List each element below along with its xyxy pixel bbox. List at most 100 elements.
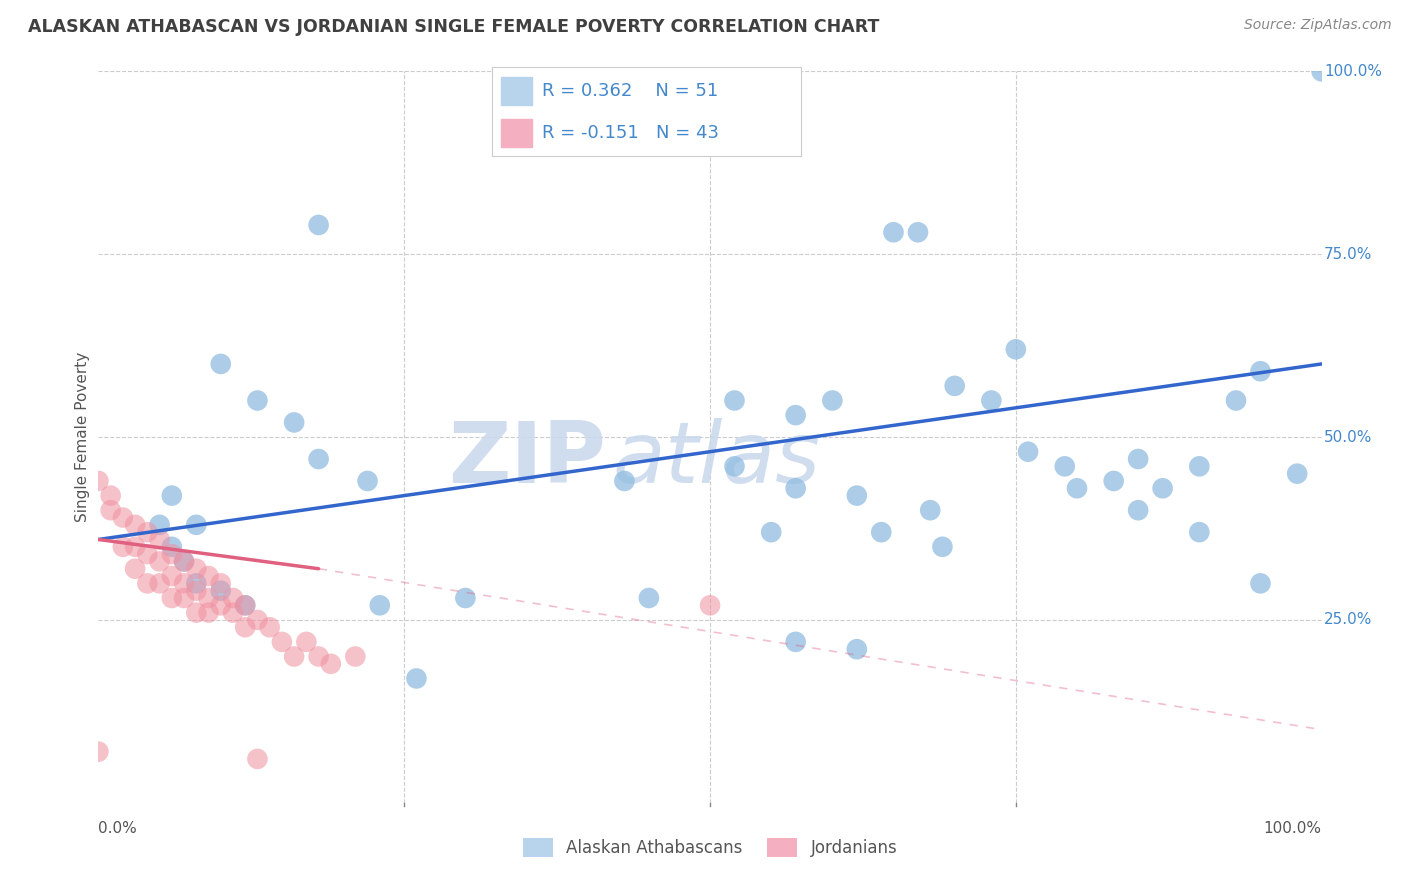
Point — [308, 649, 330, 664]
Point — [209, 599, 232, 613]
Point — [173, 576, 195, 591]
Point — [1188, 459, 1211, 474]
Point — [209, 576, 232, 591]
Point — [173, 554, 195, 568]
Point — [197, 591, 219, 605]
Point — [283, 416, 305, 430]
Bar — [502, 119, 533, 147]
Text: 100.0%: 100.0% — [1264, 821, 1322, 836]
Point — [1286, 467, 1309, 481]
Text: 0.0%: 0.0% — [98, 821, 138, 836]
Point — [246, 613, 269, 627]
Point — [1053, 459, 1076, 474]
Point — [761, 525, 783, 540]
Point — [270, 635, 294, 649]
Point — [785, 481, 807, 495]
Text: ZIP: ZIP — [449, 417, 606, 500]
Point — [124, 540, 146, 554]
Point — [259, 620, 281, 634]
Point — [160, 489, 183, 503]
Bar — [502, 77, 533, 105]
Point — [222, 591, 245, 605]
Point — [454, 591, 477, 605]
Point — [233, 599, 256, 613]
Point — [222, 606, 245, 620]
Point — [821, 393, 844, 408]
Point — [1152, 481, 1174, 495]
Point — [405, 672, 427, 686]
Point — [1249, 576, 1271, 591]
Text: R = 0.362    N = 51: R = 0.362 N = 51 — [541, 82, 718, 100]
Point — [160, 569, 183, 583]
Point — [124, 517, 146, 532]
Point — [160, 591, 183, 605]
Point — [197, 569, 219, 583]
Point — [87, 474, 110, 488]
Point — [870, 525, 893, 540]
Point — [637, 591, 661, 605]
Point — [980, 393, 1002, 408]
Legend: Alaskan Athabascans, Jordanians: Alaskan Athabascans, Jordanians — [516, 831, 904, 864]
Point — [920, 503, 942, 517]
Point — [650, 87, 672, 101]
Point — [136, 547, 159, 561]
Point — [160, 540, 183, 554]
Point — [785, 408, 807, 422]
Point — [124, 562, 146, 576]
Point — [943, 379, 966, 393]
Point — [785, 635, 807, 649]
Point — [1225, 393, 1247, 408]
Point — [111, 510, 134, 524]
Point — [186, 517, 208, 532]
Point — [723, 459, 745, 474]
Point — [368, 599, 391, 613]
Text: atlas: atlas — [612, 417, 820, 500]
Point — [173, 554, 195, 568]
Point — [209, 583, 232, 598]
Point — [246, 752, 269, 766]
Point — [100, 503, 122, 517]
Point — [308, 452, 330, 467]
Point — [308, 218, 330, 232]
Point — [1017, 444, 1039, 458]
Point — [883, 225, 905, 239]
Text: R = -0.151   N = 43: R = -0.151 N = 43 — [541, 124, 718, 142]
Text: 100.0%: 100.0% — [1324, 64, 1382, 78]
Point — [1102, 474, 1125, 488]
Point — [699, 599, 721, 613]
Text: 50.0%: 50.0% — [1324, 430, 1372, 444]
Point — [233, 620, 256, 634]
Point — [149, 576, 172, 591]
Point — [283, 649, 305, 664]
Point — [160, 547, 183, 561]
Point — [1128, 452, 1150, 467]
Point — [149, 554, 172, 568]
Text: 25.0%: 25.0% — [1324, 613, 1372, 627]
Point — [246, 393, 269, 408]
Point — [1128, 503, 1150, 517]
Point — [613, 474, 636, 488]
Point — [186, 583, 208, 598]
Point — [173, 591, 195, 605]
Point — [136, 576, 159, 591]
Point — [197, 606, 219, 620]
Point — [931, 540, 953, 554]
Point — [344, 649, 367, 664]
Point — [209, 357, 232, 371]
Point — [186, 606, 208, 620]
Point — [1188, 525, 1211, 540]
Point — [87, 745, 110, 759]
Point — [136, 525, 159, 540]
Text: Source: ZipAtlas.com: Source: ZipAtlas.com — [1244, 18, 1392, 32]
Point — [907, 225, 929, 239]
Point — [111, 540, 134, 554]
Point — [1310, 64, 1333, 78]
Point — [186, 562, 208, 576]
Point — [233, 599, 256, 613]
Point — [319, 657, 342, 671]
Point — [356, 474, 378, 488]
Y-axis label: Single Female Poverty: Single Female Poverty — [75, 352, 90, 522]
Point — [845, 489, 868, 503]
Point — [845, 642, 868, 657]
Point — [295, 635, 318, 649]
